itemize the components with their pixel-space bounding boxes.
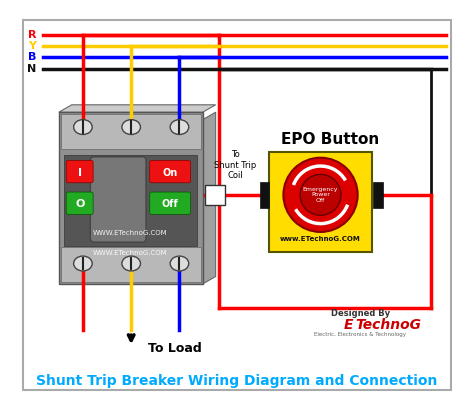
Ellipse shape <box>170 120 189 134</box>
Text: I: I <box>78 168 82 178</box>
Polygon shape <box>203 112 216 284</box>
Text: To Load: To Load <box>148 342 201 356</box>
Text: On: On <box>163 168 178 178</box>
Polygon shape <box>59 105 216 112</box>
Text: Electric, Electronics & Technology: Electric, Electronics & Technology <box>314 332 406 337</box>
Text: Y: Y <box>28 42 36 51</box>
FancyBboxPatch shape <box>150 160 191 183</box>
Ellipse shape <box>122 120 140 134</box>
Text: EPO Button: EPO Button <box>281 132 379 147</box>
Text: O: O <box>75 199 85 209</box>
Bar <box>61 114 201 149</box>
Text: B: B <box>27 53 36 62</box>
Bar <box>374 182 383 208</box>
Text: N: N <box>27 64 36 74</box>
Text: WWW.ETechnoG.COM: WWW.ETechnoG.COM <box>93 250 168 256</box>
Ellipse shape <box>73 120 92 134</box>
Bar <box>204 185 225 205</box>
Text: Designed By: Designed By <box>331 309 390 318</box>
Text: Shunt Trip Breaker Wiring Diagram and Connection: Shunt Trip Breaker Wiring Diagram and Co… <box>36 374 438 388</box>
Bar <box>59 112 203 284</box>
Ellipse shape <box>122 256 140 271</box>
Text: To
Shunt Trip
Coil: To Shunt Trip Coil <box>214 150 256 180</box>
Circle shape <box>283 158 358 232</box>
Bar <box>61 247 201 282</box>
Text: WWW.ETechnoG.COM: WWW.ETechnoG.COM <box>93 230 168 236</box>
Bar <box>260 182 270 208</box>
Ellipse shape <box>170 256 189 271</box>
Circle shape <box>300 174 341 215</box>
Text: www.ETechnoG.COM: www.ETechnoG.COM <box>280 236 361 242</box>
Text: E: E <box>344 318 353 332</box>
Bar <box>64 155 197 246</box>
FancyBboxPatch shape <box>150 192 191 214</box>
FancyBboxPatch shape <box>91 157 146 242</box>
Text: TechnoG: TechnoG <box>355 318 421 332</box>
Text: Emergency
Power
Off: Emergency Power Off <box>303 187 338 203</box>
FancyBboxPatch shape <box>66 160 93 183</box>
Ellipse shape <box>73 256 92 271</box>
Text: Off: Off <box>162 199 179 209</box>
Bar <box>270 152 372 252</box>
Text: R: R <box>27 30 36 40</box>
FancyBboxPatch shape <box>66 192 93 214</box>
Bar <box>219 69 431 308</box>
